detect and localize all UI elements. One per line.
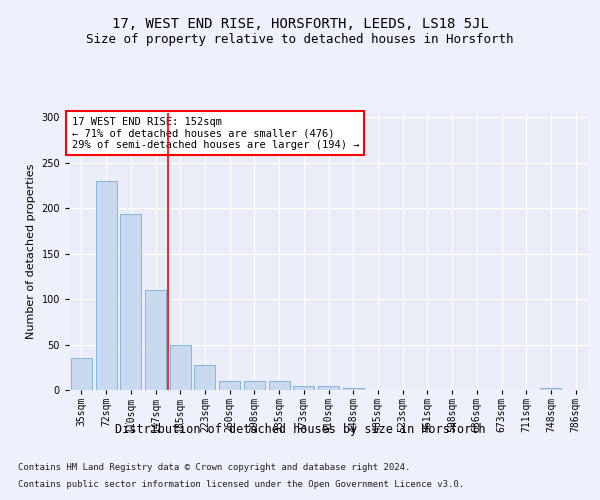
Text: Distribution of detached houses by size in Horsforth: Distribution of detached houses by size …	[115, 422, 485, 436]
Text: Contains public sector information licensed under the Open Government Licence v3: Contains public sector information licen…	[18, 480, 464, 489]
Bar	[170, 344, 191, 390]
Bar	[343, 388, 364, 390]
Bar	[194, 364, 215, 390]
Text: 17 WEST END RISE: 152sqm
← 71% of detached houses are smaller (476)
29% of semi-: 17 WEST END RISE: 152sqm ← 71% of detach…	[71, 116, 359, 150]
Bar	[244, 381, 265, 390]
Bar	[269, 381, 290, 390]
Bar	[318, 386, 339, 390]
Bar	[95, 180, 116, 390]
Text: Size of property relative to detached houses in Horsforth: Size of property relative to detached ho…	[86, 32, 514, 46]
Y-axis label: Number of detached properties: Number of detached properties	[26, 164, 36, 339]
Bar	[71, 358, 92, 390]
Bar	[120, 214, 141, 390]
Text: 17, WEST END RISE, HORSFORTH, LEEDS, LS18 5JL: 17, WEST END RISE, HORSFORTH, LEEDS, LS1…	[112, 18, 488, 32]
Bar	[293, 386, 314, 390]
Bar	[219, 381, 240, 390]
Bar	[541, 388, 562, 390]
Bar	[145, 290, 166, 390]
Text: Contains HM Land Registry data © Crown copyright and database right 2024.: Contains HM Land Registry data © Crown c…	[18, 464, 410, 472]
